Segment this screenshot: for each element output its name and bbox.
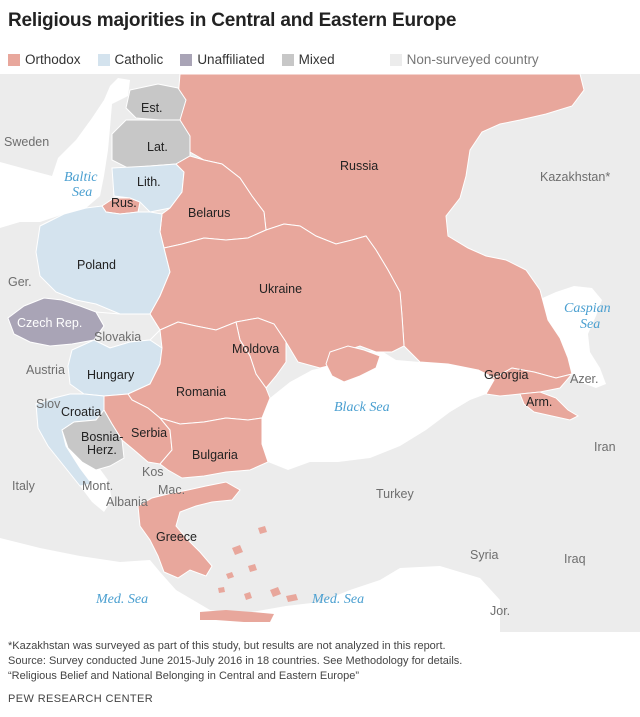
legend-swatch-mixed	[281, 53, 294, 66]
label-jordan: Jor.	[490, 604, 510, 618]
legend-swatch-unaffiliated	[180, 53, 193, 66]
label-moldova: Moldova	[232, 342, 279, 356]
label-baltic-sea-line2: Sea	[72, 185, 92, 200]
report-title: “Religious Belief and National Belonging…	[8, 670, 359, 682]
label-caspian-sea-line1: Caspian	[564, 301, 611, 316]
legend-swatch-non-surveyed	[389, 53, 402, 66]
region-crete	[200, 610, 274, 622]
label-bosnia-line1: Bosnia-	[81, 430, 123, 444]
label-slovenia: Slov	[36, 397, 61, 411]
label-black-sea: Black Sea	[334, 400, 390, 415]
chart-title: Religious majorities in Central and East…	[8, 10, 457, 31]
label-iraq: Iraq	[564, 552, 586, 566]
legend-item-catholic: Catholic	[97, 52, 164, 67]
label-montenegro: Mont.	[82, 479, 113, 493]
label-sweden: Sweden	[4, 135, 49, 149]
sea-black	[262, 350, 494, 470]
legend-swatch-catholic	[97, 53, 110, 66]
legend: Orthodox Catholic Unaffiliated Mixed Non…	[8, 52, 539, 67]
map-svg: Russia Belarus Ukraine Moldova Georgia A…	[0, 74, 640, 632]
label-romania: Romania	[176, 385, 226, 399]
country-georgia	[477, 367, 574, 397]
legend-label-unaffiliated: Unaffiliated	[197, 52, 265, 67]
label-lithuania: Lith.	[137, 175, 161, 189]
label-russia: Russia	[340, 159, 378, 173]
region-crimea	[325, 345, 381, 383]
label-med-sea-east: Med. Sea	[311, 592, 364, 607]
label-bulgaria: Bulgaria	[192, 448, 238, 462]
label-baltic-sea-line1: Baltic	[64, 170, 98, 185]
legend-item-unaffiliated: Unaffiliated	[180, 52, 265, 67]
label-italy: Italy	[12, 479, 36, 493]
map: Russia Belarus Ukraine Moldova Georgia A…	[0, 74, 640, 632]
label-belarus: Belarus	[188, 206, 230, 220]
legend-label-non-surveyed: Non-surveyed country	[406, 52, 539, 67]
legend-item-non-surveyed: Non-surveyed country	[389, 52, 539, 67]
label-bosnia-line2: Herz.	[87, 443, 117, 457]
sea-baltic	[0, 78, 130, 228]
label-armenia: Arm.	[526, 395, 552, 409]
footnote: *Kazakhstan was surveyed as part of this…	[8, 640, 446, 652]
label-macedonia: Mac.	[158, 483, 185, 497]
label-czech: Czech Rep.	[17, 316, 82, 330]
notes: *Kazakhstan was surveyed as part of this…	[8, 639, 462, 684]
label-azerbaijan: Azer.	[570, 372, 599, 386]
label-ukraine: Ukraine	[259, 282, 302, 296]
label-turkey: Turkey	[376, 487, 414, 501]
country-armenia	[519, 391, 580, 421]
label-latvia: Lat.	[147, 140, 168, 154]
label-iran: Iran	[594, 440, 616, 454]
label-estonia: Est.	[141, 101, 163, 115]
label-caspian-sea-line2: Sea	[580, 317, 600, 332]
country-greece	[137, 481, 241, 579]
label-georgia: Georgia	[484, 368, 529, 382]
label-poland: Poland	[77, 258, 116, 272]
label-austria: Austria	[26, 363, 65, 377]
label-kosovo: Kos	[142, 465, 164, 479]
source-note: Source: Survey conducted June 2015-July …	[8, 655, 463, 667]
label-slovakia: Slovakia	[94, 330, 141, 344]
label-russia-kaliningrad: Rus.	[111, 196, 137, 210]
label-croatia: Croatia	[61, 405, 101, 419]
sea-mediterranean	[0, 538, 500, 632]
label-germany: Ger.	[8, 275, 32, 289]
credit: PEW RESEARCH CENTER	[8, 693, 154, 705]
country-bosnia	[61, 409, 125, 471]
label-serbia: Serbia	[131, 426, 167, 440]
label-albania: Albania	[106, 495, 148, 509]
legend-swatch-orthodox	[8, 53, 20, 66]
label-med-sea-west: Med. Sea	[95, 592, 148, 607]
label-kazakhstan: Kazakhstan*	[540, 170, 610, 184]
sea-caspian	[538, 286, 606, 388]
legend-item-mixed: Mixed	[281, 52, 335, 67]
country-bulgaria	[158, 417, 269, 479]
legend-label-orthodox: Orthodox	[25, 52, 81, 67]
legend-label-catholic: Catholic	[114, 52, 164, 67]
legend-label-mixed: Mixed	[298, 52, 335, 67]
label-greece: Greece	[156, 530, 197, 544]
label-syria: Syria	[470, 548, 499, 562]
legend-item-orthodox: Orthodox	[8, 52, 81, 67]
label-hungary: Hungary	[87, 368, 135, 382]
